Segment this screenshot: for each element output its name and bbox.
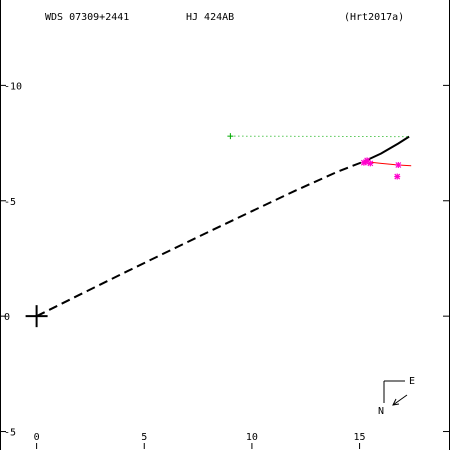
axes: 0 5 10 15 -10 -5 0 -5 xyxy=(1,81,449,449)
measure-point xyxy=(363,159,370,165)
reference-label: (Hrt2017a) xyxy=(344,12,404,23)
wds-label: WDS 07309+2441 xyxy=(45,12,129,23)
compass-east-label: E xyxy=(409,376,415,387)
measure-stroke xyxy=(367,160,374,167)
compass-north-label: N xyxy=(378,406,384,417)
measure-point xyxy=(394,173,401,180)
residual-line xyxy=(363,161,412,167)
x-tick-label-5: 5 xyxy=(141,432,147,443)
pair-label: HJ 424AB xyxy=(186,12,234,23)
measures xyxy=(227,133,412,180)
y-tick-label-2: 0 xyxy=(4,312,10,323)
y-tick-label-0: -10 xyxy=(4,81,22,92)
x-tick-label-15: 15 xyxy=(354,432,366,443)
orbit-solid-line xyxy=(363,135,410,163)
measure-point xyxy=(395,162,402,168)
measure-stroke xyxy=(395,162,402,168)
compass: E N xyxy=(378,376,415,417)
compass-arrow-head xyxy=(392,398,400,406)
orbit xyxy=(25,135,410,328)
compass-arrow-shaft xyxy=(392,394,408,406)
x-tick-label-10: 10 xyxy=(246,432,258,443)
y-tick-label-3: -5 xyxy=(4,428,16,439)
x-tick-label-0: 0 xyxy=(34,432,40,443)
y-tick-label-1: -5 xyxy=(4,197,16,208)
measure-stroke xyxy=(363,159,369,165)
measure-stroke xyxy=(394,173,401,180)
orbit-dashed-line xyxy=(36,160,365,318)
